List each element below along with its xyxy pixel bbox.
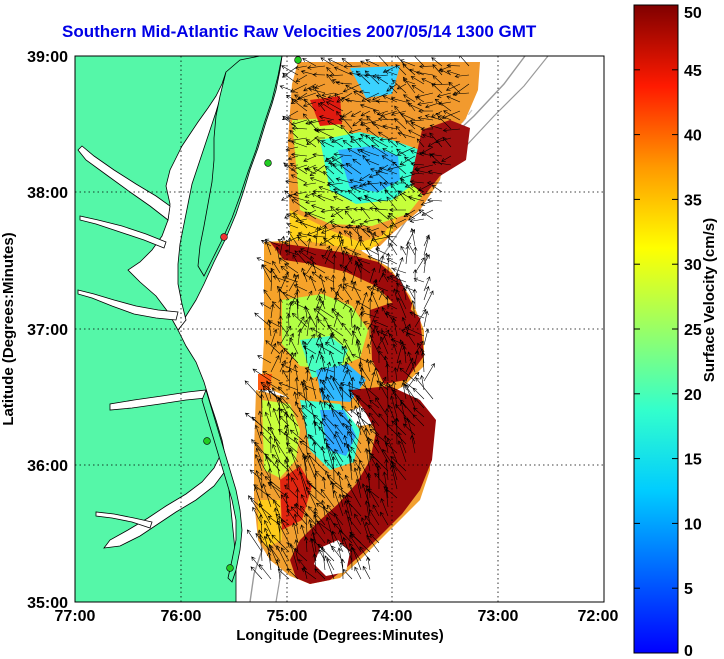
map-title: Southern Mid-Atlantic Raw Velocities 200…: [62, 22, 537, 41]
radar-station-marker: [264, 159, 272, 167]
y-axis-label: Latitude (Degrees:Minutes): [0, 232, 17, 425]
plot-frame: [74, 55, 605, 603]
y-tick-label: 37:00: [27, 322, 68, 339]
colorbar-gradient: [633, 4, 679, 654]
x-tick-label: 77:00: [55, 608, 96, 625]
delmarva-peninsula: [197, 56, 283, 277]
colorbar-tick-label: 40: [684, 128, 702, 145]
radar-station-marker: [203, 437, 211, 445]
x-tick-label: 75:00: [267, 608, 308, 625]
colorbar-tick-label: 10: [684, 516, 702, 533]
velocity-field-region: [270, 242, 412, 330]
chesapeake-bay: [127, 71, 227, 331]
radar-station-marker: [220, 233, 228, 241]
colorbar-tick-label: 50: [684, 5, 702, 22]
colorbar-tick-label: 45: [684, 63, 702, 80]
x-tick-label: 72:00: [578, 608, 619, 625]
river-rappahannock: [79, 215, 167, 249]
y-axis: 39:00 38:00 37:00 36:00 35:00 Latitude (…: [0, 49, 68, 612]
pamlico-sound: [103, 450, 227, 549]
y-tick-label: 38:00: [27, 185, 68, 202]
colorbar-tick-label: 25: [684, 322, 702, 339]
outer-banks: [201, 388, 243, 583]
colorbar-tick-label: 15: [684, 452, 702, 469]
colorbar-tick-label: 0: [684, 643, 693, 659]
velocity-field-region: [258, 374, 272, 390]
colorbar-tick-label: 30: [684, 257, 702, 274]
y-tick-label: 36:00: [27, 458, 68, 475]
x-tick-label: 76:00: [161, 608, 202, 625]
albemarle-sound: [109, 389, 207, 411]
map-grid: [75, 56, 604, 602]
colorbar-tick-label: 35: [684, 192, 702, 209]
colorbar-tick-label: 5: [684, 581, 693, 598]
velocity-field-region: [310, 96, 342, 126]
velocity-arrows: [244, 56, 470, 580]
velocity-field-region: [262, 400, 300, 478]
x-tick-label: 74:00: [372, 608, 413, 625]
river-james: [77, 289, 179, 321]
radar-station-marker: [294, 56, 302, 64]
x-axis-label: Longitude (Degrees:Minutes): [236, 627, 444, 644]
velocity-field-region: [290, 210, 398, 250]
x-tick-label: 73:00: [478, 608, 519, 625]
neuse-river: [95, 511, 153, 529]
radar-station-marker: [226, 564, 234, 572]
x-axis: 77:00 76:00 75:00 74:00 73:00 72:00 Long…: [55, 608, 619, 644]
velocity-field-region: [410, 120, 470, 196]
y-tick-label: 35:00: [27, 595, 68, 612]
colorbar-tick-label: 20: [684, 387, 702, 404]
velocity-arrow-vectors: [244, 56, 470, 580]
y-tick-label: 39:00: [27, 49, 68, 66]
colorbar-label: Surface Velocity (cm/s): [701, 218, 718, 382]
